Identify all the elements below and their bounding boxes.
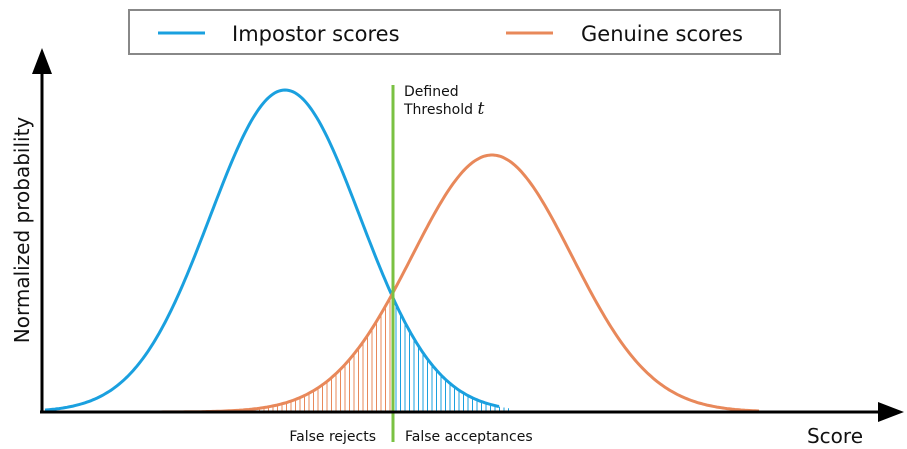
threshold-symbol: t bbox=[477, 99, 484, 119]
threshold-label: Defined bbox=[404, 84, 459, 100]
threshold-text: Threshold bbox=[403, 102, 473, 118]
legend-label: Impostor scores bbox=[232, 22, 400, 46]
x-arrow bbox=[878, 402, 904, 422]
region-label: False rejects bbox=[289, 429, 376, 445]
legend-box bbox=[128, 9, 781, 55]
hatching bbox=[254, 297, 509, 412]
impostor-curve bbox=[44, 88, 500, 412]
region-label: False acceptances bbox=[405, 429, 533, 445]
threshold-label: Threshold t bbox=[403, 99, 484, 119]
y-axis-label: Normalized probability bbox=[10, 117, 34, 344]
y-arrow bbox=[32, 48, 52, 74]
x-axis-label: Score bbox=[807, 424, 863, 445]
genuine-curve bbox=[45, 153, 760, 414]
legend-label: Genuine scores bbox=[581, 22, 743, 46]
